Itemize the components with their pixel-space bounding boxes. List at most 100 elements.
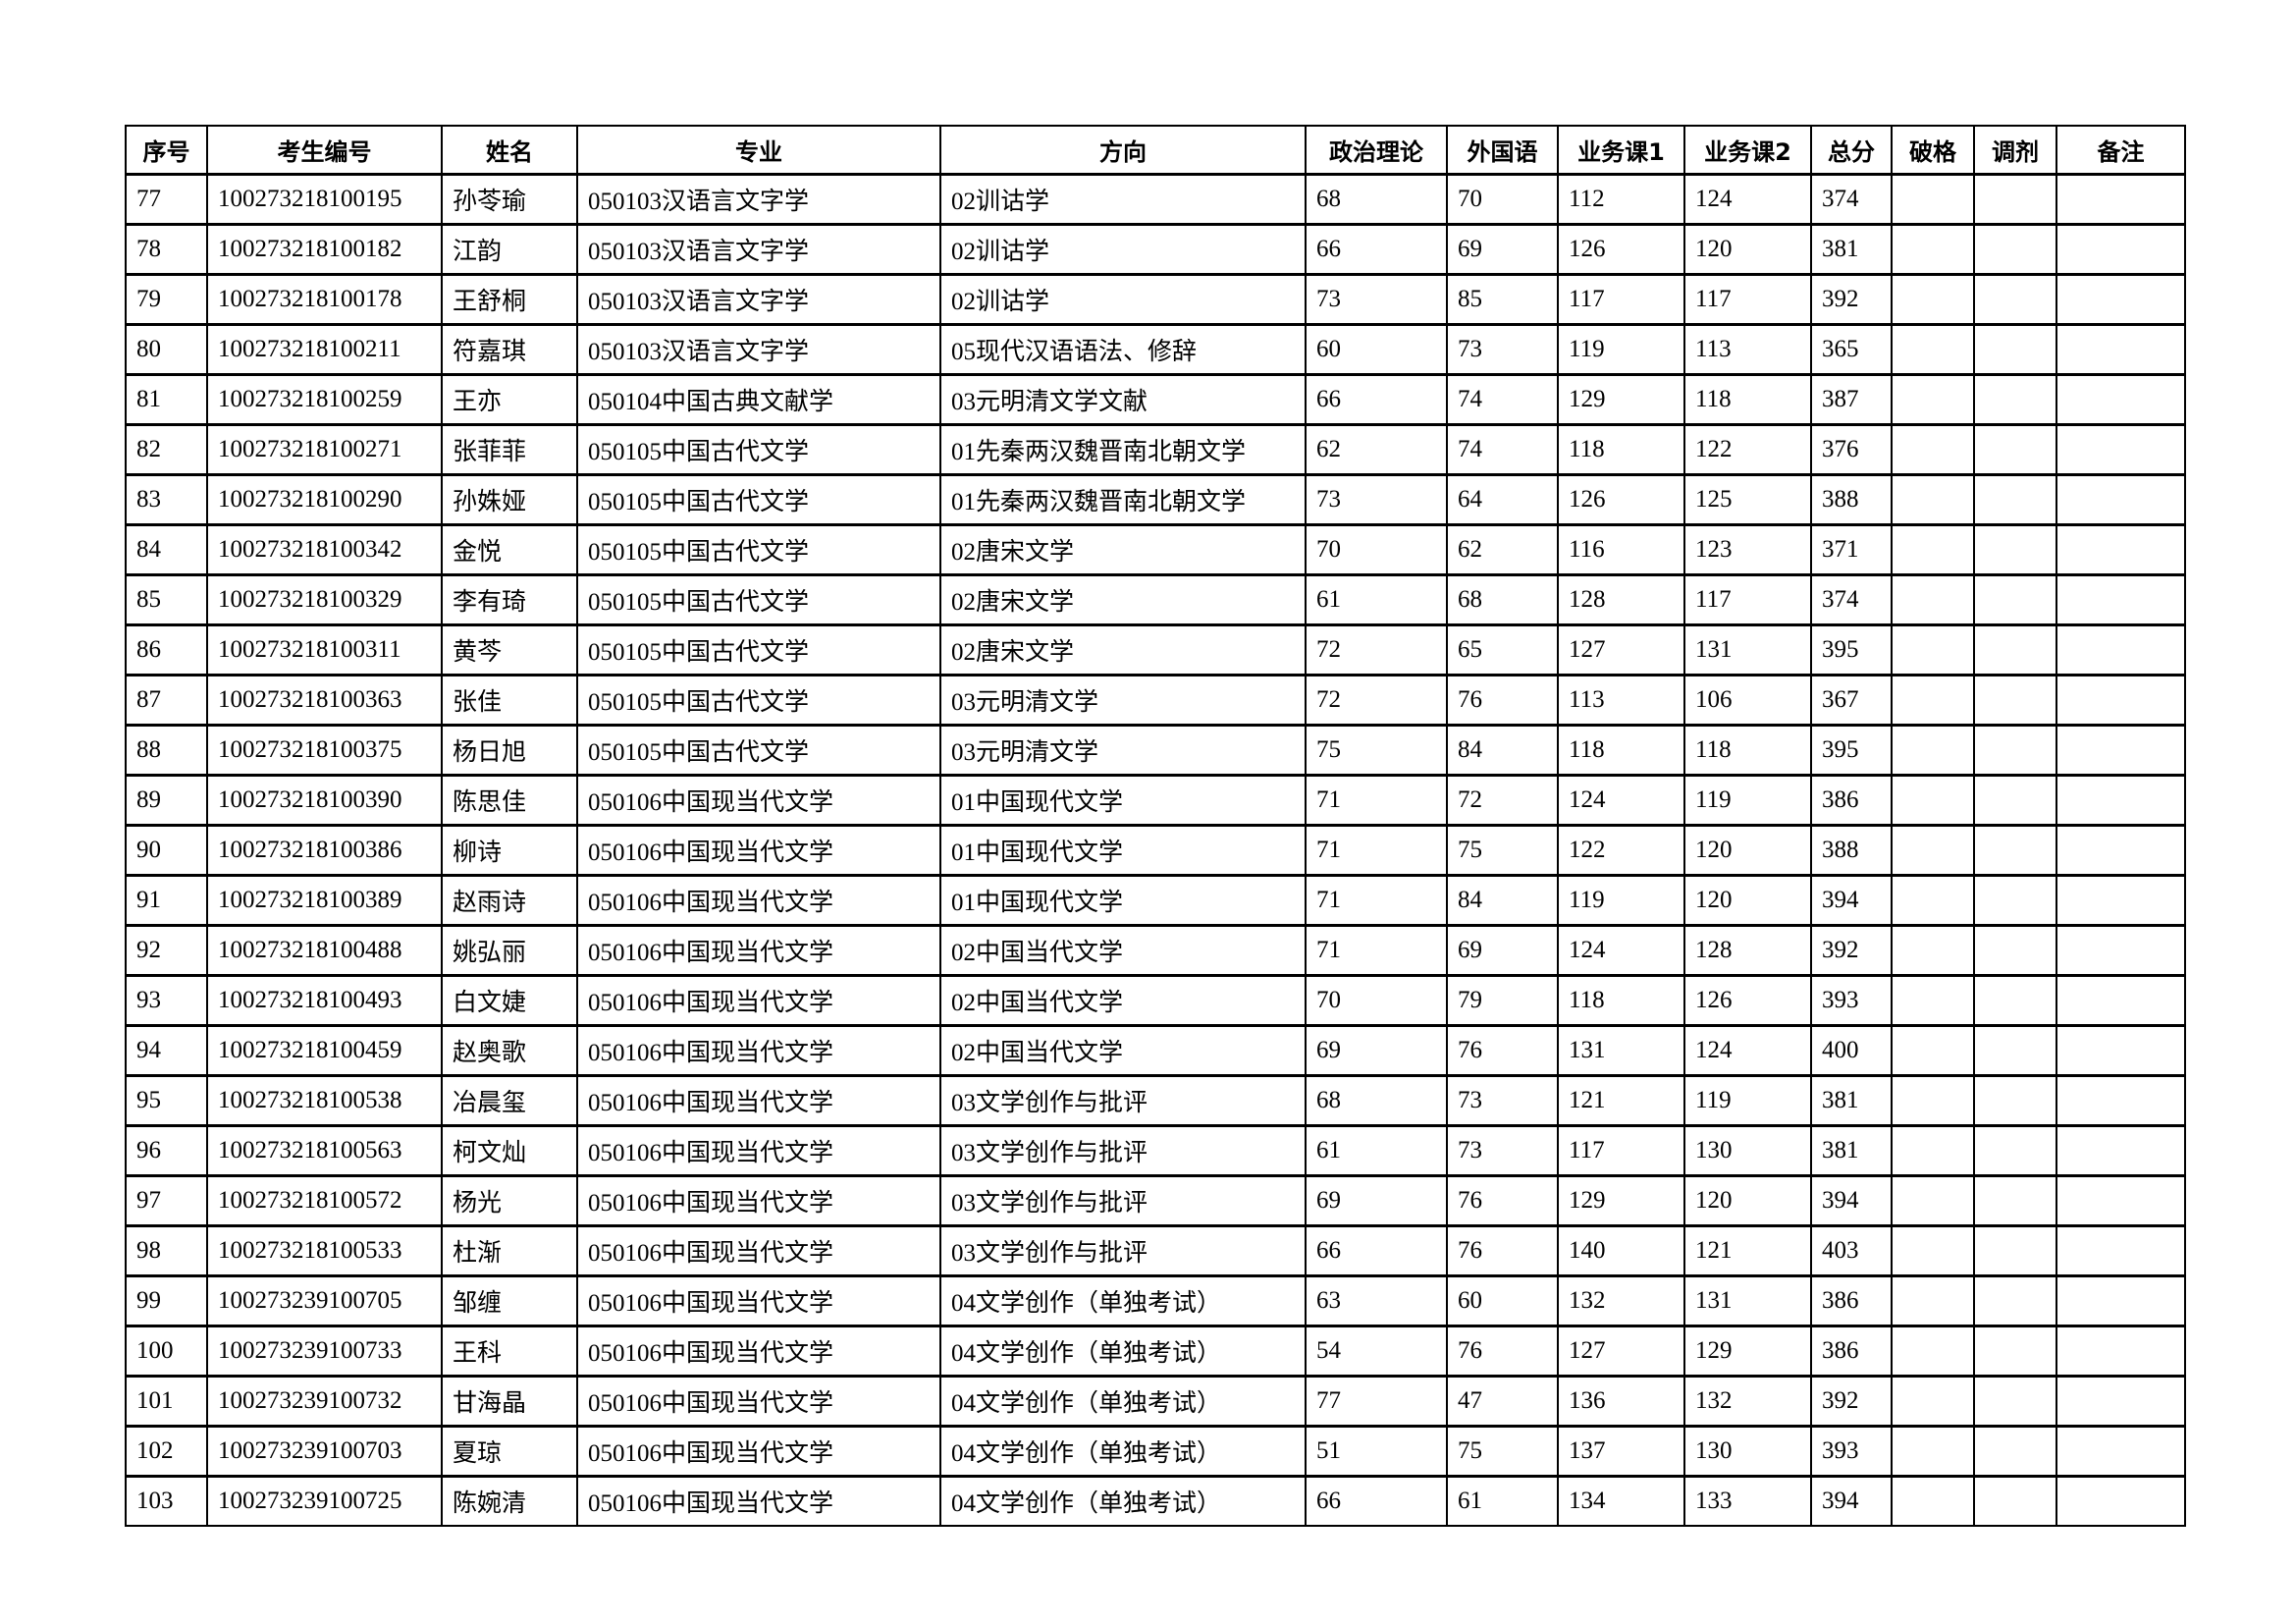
table-row: 94 100273218100459 赵奥歌 050106中国现当代文学 02中国当代文… bbox=[125, 1024, 2186, 1077]
cell-total: 381 bbox=[1810, 1124, 1893, 1177]
cell-total: 395 bbox=[1810, 724, 1893, 777]
cell-transfer bbox=[1973, 974, 2057, 1027]
cell-total: 387 bbox=[1810, 373, 1893, 426]
cell-direction: 01中国现代文学 bbox=[939, 824, 1307, 877]
cell-remarks bbox=[2056, 1274, 2186, 1327]
cell-candidate-id: 100273218100290 bbox=[206, 473, 443, 526]
cell-foreign-language: 61 bbox=[1446, 1475, 1559, 1527]
cell-course1: 126 bbox=[1557, 473, 1685, 526]
header-politics: 政治理论 bbox=[1305, 125, 1448, 176]
cell-seq: 94 bbox=[125, 1024, 208, 1077]
cell-remarks bbox=[2056, 1124, 2186, 1177]
cell-remarks bbox=[2056, 1425, 2186, 1478]
cell-remarks bbox=[2056, 1475, 2186, 1527]
cell-course2: 130 bbox=[1683, 1425, 1812, 1478]
cell-remarks bbox=[2056, 1325, 2186, 1378]
cell-politics: 75 bbox=[1305, 724, 1448, 777]
cell-total: 394 bbox=[1810, 874, 1893, 927]
cell-course2: 130 bbox=[1683, 1124, 1812, 1177]
cell-total: 395 bbox=[1810, 623, 1893, 676]
cell-seq: 103 bbox=[125, 1475, 208, 1527]
cell-exception bbox=[1891, 1174, 1975, 1227]
cell-course2: 119 bbox=[1683, 774, 1812, 827]
cell-remarks bbox=[2056, 1174, 2186, 1227]
cell-exception bbox=[1891, 173, 1975, 226]
cell-transfer bbox=[1973, 1274, 2057, 1327]
cell-foreign-language: 76 bbox=[1446, 1024, 1559, 1077]
cell-seq: 96 bbox=[125, 1124, 208, 1177]
cell-major: 050106中国现当代文学 bbox=[576, 1425, 941, 1478]
cell-total: 388 bbox=[1810, 824, 1893, 877]
cell-remarks bbox=[2056, 1074, 2186, 1127]
cell-foreign-language: 73 bbox=[1446, 323, 1559, 376]
cell-direction: 04文学创作（单独考试） bbox=[939, 1475, 1307, 1527]
cell-politics: 70 bbox=[1305, 523, 1448, 576]
cell-politics: 70 bbox=[1305, 974, 1448, 1027]
cell-foreign-language: 64 bbox=[1446, 473, 1559, 526]
cell-name: 冶晨玺 bbox=[441, 1074, 578, 1127]
cell-major: 050106中国现当代文学 bbox=[576, 1074, 941, 1127]
cell-direction: 02中国当代文学 bbox=[939, 1024, 1307, 1077]
cell-seq: 77 bbox=[125, 173, 208, 226]
cell-transfer bbox=[1973, 874, 2057, 927]
cell-exception bbox=[1891, 373, 1975, 426]
cell-name: 陈婉清 bbox=[441, 1475, 578, 1527]
cell-seq: 84 bbox=[125, 523, 208, 576]
cell-course2: 120 bbox=[1683, 223, 1812, 276]
cell-name: 张佳 bbox=[441, 674, 578, 727]
cell-seq: 79 bbox=[125, 273, 208, 326]
cell-direction: 03元明清文学 bbox=[939, 674, 1307, 727]
cell-candidate-id: 100273218100311 bbox=[206, 623, 443, 676]
cell-total: 374 bbox=[1810, 573, 1893, 626]
cell-transfer bbox=[1973, 1074, 2057, 1127]
cell-course2: 113 bbox=[1683, 323, 1812, 376]
cell-candidate-id: 100273218100178 bbox=[206, 273, 443, 326]
cell-major: 050106中国现当代文学 bbox=[576, 974, 941, 1027]
cell-course1: 124 bbox=[1557, 924, 1685, 977]
cell-total: 386 bbox=[1810, 1274, 1893, 1327]
table-row: 97 100273218100572 杨光 050106中国现当代文学 03文学创作与批… bbox=[125, 1174, 2186, 1227]
cell-course2: 122 bbox=[1683, 423, 1812, 476]
cell-name: 姚弘丽 bbox=[441, 924, 578, 977]
cell-foreign-language: 69 bbox=[1446, 924, 1559, 977]
cell-foreign-language: 72 bbox=[1446, 774, 1559, 827]
cell-name: 柳诗 bbox=[441, 824, 578, 877]
cell-exception bbox=[1891, 323, 1975, 376]
cell-foreign-language: 84 bbox=[1446, 724, 1559, 777]
cell-direction: 03元明清文学文献 bbox=[939, 373, 1307, 426]
cell-total: 394 bbox=[1810, 1475, 1893, 1527]
cell-candidate-id: 100273239100705 bbox=[206, 1274, 443, 1327]
cell-major: 050105中国古代文学 bbox=[576, 623, 941, 676]
cell-course2: 133 bbox=[1683, 1475, 1812, 1527]
cell-course1: 131 bbox=[1557, 1024, 1685, 1077]
cell-transfer bbox=[1973, 674, 2057, 727]
cell-exception bbox=[1891, 273, 1975, 326]
cell-candidate-id: 100273218100329 bbox=[206, 573, 443, 626]
cell-exception bbox=[1891, 724, 1975, 777]
cell-total: 376 bbox=[1810, 423, 1893, 476]
cell-candidate-id: 100273239100725 bbox=[206, 1475, 443, 1527]
cell-direction: 01先秦两汉魏晋南北朝文学 bbox=[939, 473, 1307, 526]
cell-politics: 72 bbox=[1305, 674, 1448, 727]
cell-seq: 85 bbox=[125, 573, 208, 626]
cell-name: 甘海晶 bbox=[441, 1375, 578, 1428]
cell-remarks bbox=[2056, 173, 2186, 226]
cell-total: 392 bbox=[1810, 273, 1893, 326]
cell-remarks bbox=[2056, 824, 2186, 877]
cell-candidate-id: 100273218100488 bbox=[206, 924, 443, 977]
header-total: 总分 bbox=[1810, 125, 1893, 176]
cell-total: 374 bbox=[1810, 173, 1893, 226]
cell-candidate-id: 100273218100342 bbox=[206, 523, 443, 576]
table-row: 77 100273218100195 孙苓瑜 050103汉语言文字学 02训诂学 68 7… bbox=[125, 173, 2186, 226]
cell-seq: 87 bbox=[125, 674, 208, 727]
header-foreign-language: 外国语 bbox=[1446, 125, 1559, 176]
cell-name: 陈思佳 bbox=[441, 774, 578, 827]
cell-course1: 118 bbox=[1557, 423, 1685, 476]
cell-name: 柯文灿 bbox=[441, 1124, 578, 1177]
cell-candidate-id: 100273218100533 bbox=[206, 1224, 443, 1277]
cell-politics: 63 bbox=[1305, 1274, 1448, 1327]
cell-course1: 126 bbox=[1557, 223, 1685, 276]
table-row: 85 100273218100329 李有琦 050105中国古代文学 02唐宋文学 61… bbox=[125, 573, 2186, 626]
header-course2: 业务课2 bbox=[1683, 125, 1812, 176]
cell-foreign-language: 60 bbox=[1446, 1274, 1559, 1327]
